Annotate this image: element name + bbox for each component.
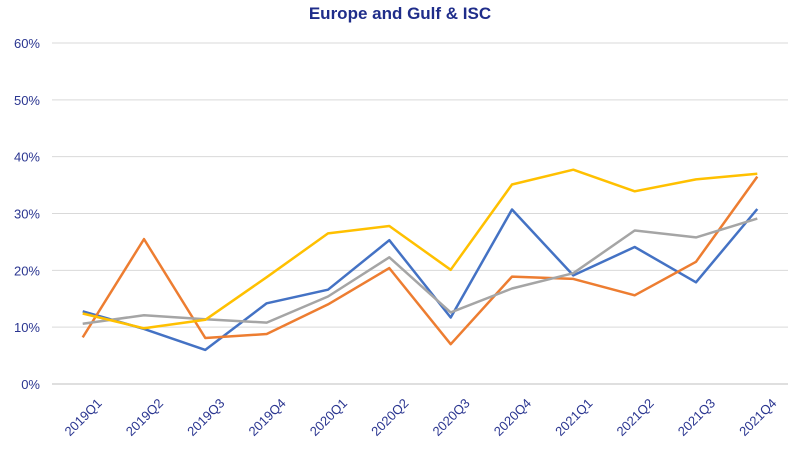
chart-title: Europe and Gulf & ISC	[308, 4, 492, 23]
x-tick-label: 2021Q1	[552, 396, 595, 439]
series-line-1	[82, 208, 759, 352]
x-axis-ticks: 2019Q1 2019Q2 2019Q3 2019Q4 2020Q1 2020Q2 2020…	[61, 396, 779, 439]
x-tick-label: 2019Q3	[184, 396, 227, 439]
y-tick-label: 0%	[21, 377, 40, 392]
x-tick-label: 2020Q2	[368, 396, 411, 439]
series-line-3	[82, 217, 758, 326]
y-tick-label: 20%	[14, 263, 40, 278]
y-tick-label: 60%	[14, 36, 40, 51]
x-tick-label: 2020Q4	[491, 396, 534, 439]
x-tick-label: 2019Q1	[61, 396, 104, 439]
y-tick-label: 50%	[14, 93, 40, 108]
y-axis-ticks: 0% 10% 20% 30% 40% 50% 60%	[14, 36, 40, 392]
series-line-4	[82, 168, 758, 330]
x-tick-label: 2020Q3	[429, 396, 472, 439]
gridlines	[52, 42, 788, 385]
x-tick-label: 2020Q1	[307, 396, 350, 439]
x-tick-label: 2021Q3	[675, 396, 718, 439]
x-tick-label: 2019Q4	[245, 396, 288, 439]
series-lines	[81, 168, 759, 352]
x-tick-label: 2019Q2	[123, 396, 166, 439]
x-tick-label: 2021Q4	[736, 396, 779, 439]
y-tick-label: 30%	[14, 207, 40, 222]
y-tick-label: 40%	[14, 150, 40, 165]
x-tick-label: 2021Q2	[613, 396, 656, 439]
y-tick-label: 10%	[14, 320, 40, 335]
